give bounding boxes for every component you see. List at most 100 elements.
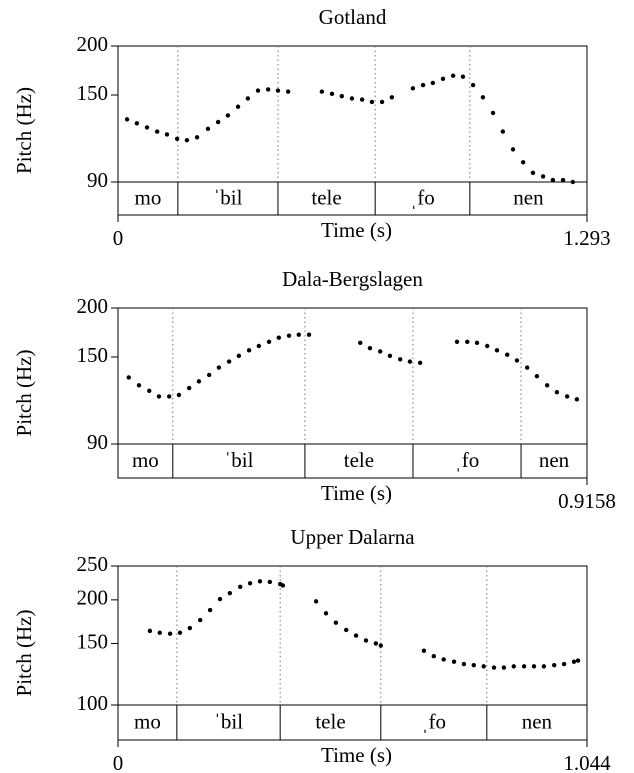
pitch-point <box>450 73 456 78</box>
pitch-point <box>187 625 193 631</box>
pitch-point <box>511 664 516 669</box>
pitch-point <box>207 607 213 613</box>
y-tick-label: 200 <box>77 586 109 610</box>
pitch-point <box>554 389 560 395</box>
pitch-point <box>154 129 160 134</box>
pitch-point <box>575 658 581 663</box>
pitch-point <box>177 630 183 635</box>
plot-frame <box>117 307 588 479</box>
pitch-point <box>349 96 355 101</box>
y-tick-label: 90 <box>87 168 108 192</box>
pitch-point <box>247 581 253 586</box>
tier-label: tele <box>315 709 345 733</box>
pitch-point <box>494 348 500 353</box>
tier-label: tele <box>344 448 374 472</box>
pitch-point <box>227 590 233 596</box>
pitch-point <box>514 358 520 363</box>
pitch-point <box>430 80 436 86</box>
x-axis-label: Time (s) <box>321 481 392 505</box>
pitch-point <box>530 170 536 175</box>
x-tick-label: 0 <box>113 751 124 773</box>
pitch-point <box>369 99 375 105</box>
x-axis-label: Time (s) <box>321 743 392 767</box>
y-tick-label: 150 <box>77 629 109 653</box>
pitch-point <box>266 339 272 344</box>
pitch-point <box>480 95 486 100</box>
pitch-point <box>534 374 540 379</box>
pitch-point <box>306 332 312 337</box>
pitch-point <box>474 340 480 346</box>
pitch-point <box>501 665 507 670</box>
pitch-point <box>407 359 413 364</box>
pitch-point <box>440 76 446 81</box>
pitch-point <box>256 343 262 349</box>
pitch-point <box>454 339 460 344</box>
pitch-point <box>363 638 369 643</box>
y-axis-label: Pitch (Hz) <box>12 350 36 437</box>
pitch-point <box>485 343 490 349</box>
tier-label: mo <box>135 185 162 209</box>
pitch-point <box>167 394 172 399</box>
pitch-point <box>524 365 530 370</box>
y-tick-label: 250 <box>77 552 109 576</box>
pitch-point <box>265 87 271 92</box>
pitch-point <box>198 617 203 623</box>
pitch-point <box>280 583 286 588</box>
pitch-point <box>285 89 291 94</box>
pitch-point <box>561 661 567 667</box>
pitch-point <box>564 394 570 399</box>
pitch-point <box>541 664 547 669</box>
pitch-point <box>156 394 162 399</box>
y-tick-label: 90 <box>87 430 108 454</box>
pitch-point <box>389 95 395 100</box>
pitch-point <box>571 659 577 664</box>
pitch-point <box>491 665 497 670</box>
pitch-point <box>205 126 211 131</box>
pitch-point <box>521 664 527 669</box>
pitch-point <box>397 357 403 362</box>
pitch-point <box>373 641 379 646</box>
y-tick-label: 150 <box>77 343 109 367</box>
pitch-point <box>124 117 130 122</box>
pitch-point <box>245 96 251 101</box>
tier-label: nen <box>513 185 544 209</box>
y-tick-label: 200 <box>77 294 109 318</box>
tier-label: ˌfo <box>410 185 435 209</box>
pitch-point <box>237 584 243 589</box>
pitch-point <box>540 174 546 179</box>
pitch-point <box>147 628 153 634</box>
x-tick-label: 1.293 <box>563 226 610 250</box>
x-tick-label: 0.9158 <box>558 489 616 513</box>
pitch-point <box>570 179 576 185</box>
pitch-point <box>358 340 363 346</box>
tier-label: ˈbil <box>224 448 253 472</box>
tier-label: ˌfo <box>455 448 480 472</box>
pitch-point <box>367 345 373 351</box>
pitch-point <box>176 392 182 398</box>
pitch-point <box>417 360 423 365</box>
pitch-point <box>490 110 496 116</box>
pitch-point <box>194 135 200 140</box>
pitch-point <box>276 335 282 340</box>
pitch-point <box>313 599 319 604</box>
pitch-point <box>164 132 170 137</box>
pitch-point <box>410 86 416 91</box>
y-tick-label: 150 <box>77 81 109 105</box>
x-tick-label: 0 <box>113 226 124 250</box>
pitch-point <box>206 372 212 378</box>
pitch-point <box>500 129 506 134</box>
plot-frame <box>117 45 588 216</box>
pitch-point <box>544 383 550 388</box>
pitch-point <box>174 136 180 141</box>
pitch-point <box>226 359 232 364</box>
pitch-point <box>378 349 383 354</box>
x-tick-label: 1.044 <box>563 751 611 773</box>
pitch-point <box>144 125 150 130</box>
pitch-point <box>460 74 466 79</box>
pitch-point <box>481 664 486 669</box>
y-tick-label: 100 <box>77 691 109 715</box>
tier-label: ˈbil <box>213 185 242 209</box>
pitch-point <box>431 653 437 659</box>
y-axis-label: Pitch (Hz) <box>12 87 36 174</box>
